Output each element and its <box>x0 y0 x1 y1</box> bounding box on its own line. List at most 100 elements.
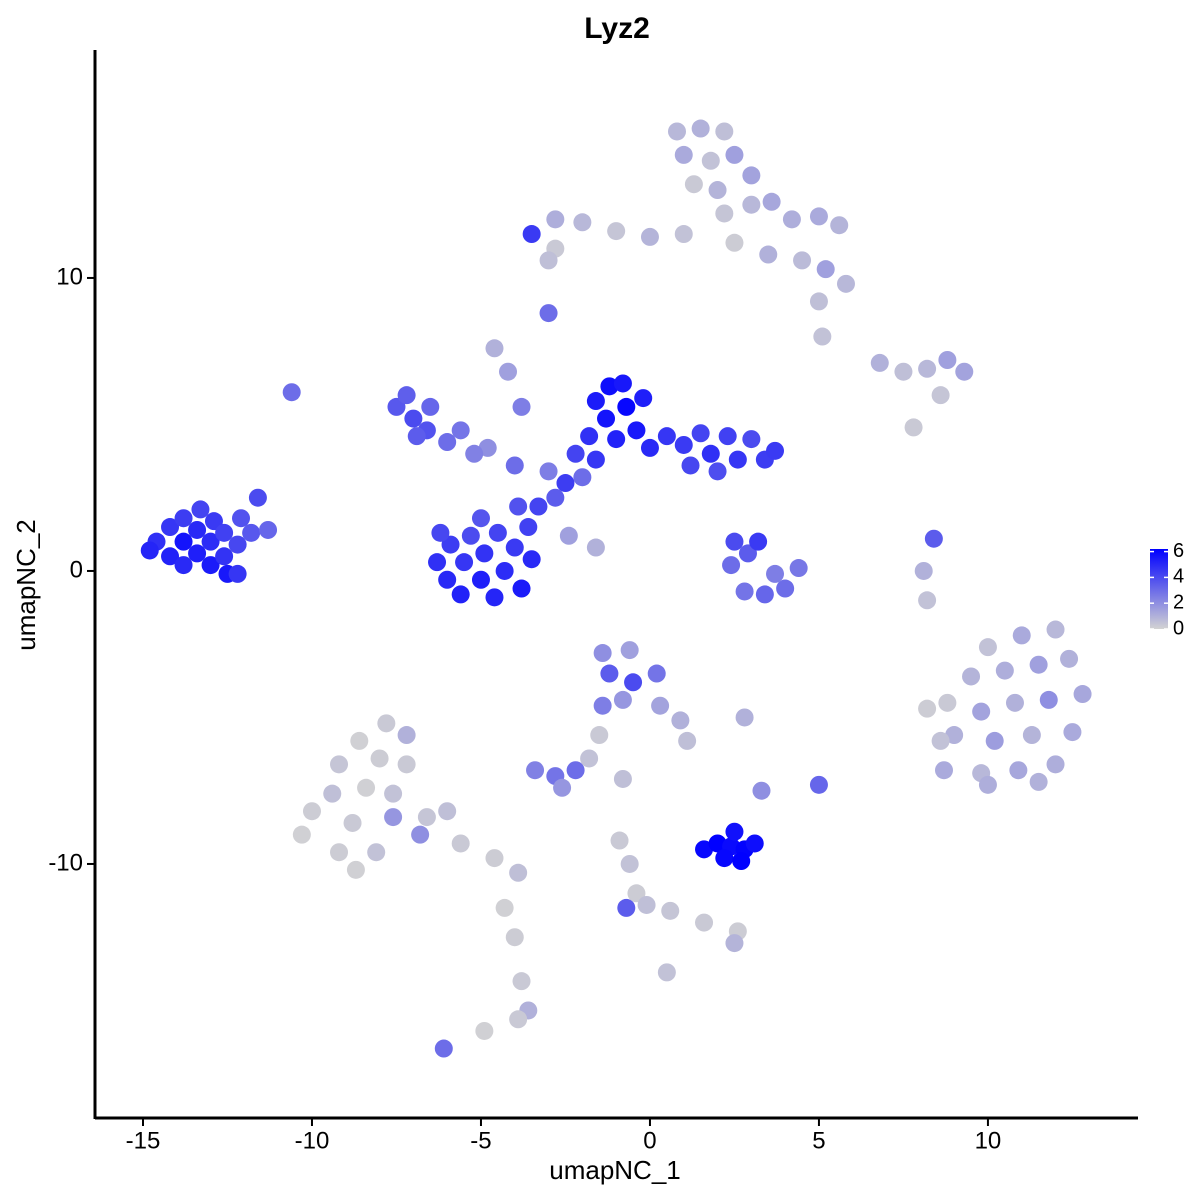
point <box>553 778 572 797</box>
point <box>725 233 744 252</box>
point <box>471 570 490 589</box>
point <box>485 588 504 607</box>
point <box>627 421 646 440</box>
point <box>830 216 849 235</box>
point <box>357 778 376 797</box>
point <box>161 518 180 537</box>
point <box>573 468 592 487</box>
point <box>749 532 768 551</box>
point <box>593 696 612 715</box>
point <box>600 377 619 396</box>
point <box>397 386 416 405</box>
point <box>1029 655 1048 674</box>
point <box>421 397 440 416</box>
y-axis-title: umapNC_2 <box>11 519 41 651</box>
point <box>428 553 447 572</box>
point <box>201 532 220 551</box>
point <box>725 934 744 953</box>
point <box>174 556 193 575</box>
point <box>404 409 423 428</box>
point <box>495 561 514 580</box>
point <box>701 444 720 463</box>
point <box>228 564 247 583</box>
point <box>228 535 247 554</box>
point <box>330 843 349 862</box>
point <box>471 509 490 528</box>
point <box>370 749 389 768</box>
point <box>674 145 693 164</box>
point <box>1012 626 1031 645</box>
point <box>556 474 575 493</box>
point <box>526 761 545 780</box>
point <box>465 444 484 463</box>
point <box>962 667 981 686</box>
point <box>346 860 365 879</box>
point <box>766 564 785 583</box>
point <box>292 825 311 844</box>
y-tick-label: 0 <box>70 556 83 583</box>
point <box>647 664 666 683</box>
point <box>640 227 659 246</box>
point <box>201 556 220 575</box>
point <box>667 122 686 141</box>
point <box>613 769 632 788</box>
point <box>505 928 524 947</box>
point <box>384 784 403 803</box>
point <box>215 523 234 542</box>
point <box>441 535 460 554</box>
point <box>1063 723 1082 742</box>
x-tick-label: 10 <box>975 1127 1002 1154</box>
point <box>495 898 514 917</box>
point <box>1060 649 1079 668</box>
point <box>935 761 954 780</box>
point <box>870 353 889 372</box>
point <box>522 225 541 244</box>
point <box>914 561 933 580</box>
x-tick-label: 0 <box>643 1127 656 1154</box>
point <box>586 392 605 411</box>
point <box>816 260 835 279</box>
point <box>539 304 558 323</box>
points <box>140 119 1092 1058</box>
x-tick-label: -5 <box>470 1127 491 1154</box>
point <box>438 433 457 452</box>
x-tick-label: 5 <box>812 1127 825 1154</box>
point <box>728 450 747 469</box>
point <box>661 901 680 920</box>
point <box>1029 772 1048 791</box>
point <box>438 802 457 821</box>
point <box>972 702 991 721</box>
point <box>617 898 636 917</box>
point <box>613 374 632 393</box>
point <box>559 526 578 545</box>
point <box>610 831 629 850</box>
y-tick-label: 10 <box>56 263 83 290</box>
point <box>586 450 605 469</box>
point <box>745 834 764 853</box>
point <box>512 972 531 991</box>
color-tick-label: 6 <box>1173 540 1184 562</box>
point <box>593 644 612 663</box>
point <box>671 711 690 730</box>
point <box>695 913 714 932</box>
color-tick-label: 4 <box>1173 566 1184 588</box>
point <box>204 512 223 531</box>
point <box>725 822 744 841</box>
point <box>789 559 808 578</box>
point <box>282 383 301 402</box>
point <box>678 731 697 750</box>
point <box>248 488 267 507</box>
point <box>509 497 528 516</box>
point <box>529 497 548 516</box>
point <box>776 579 795 598</box>
point <box>485 849 504 868</box>
point <box>657 963 676 982</box>
point <box>955 362 974 381</box>
point <box>684 175 703 194</box>
point <box>708 181 727 200</box>
point <box>590 726 609 745</box>
point <box>766 441 785 460</box>
point <box>259 520 278 539</box>
chart-title: Lyz2 <box>584 12 650 45</box>
